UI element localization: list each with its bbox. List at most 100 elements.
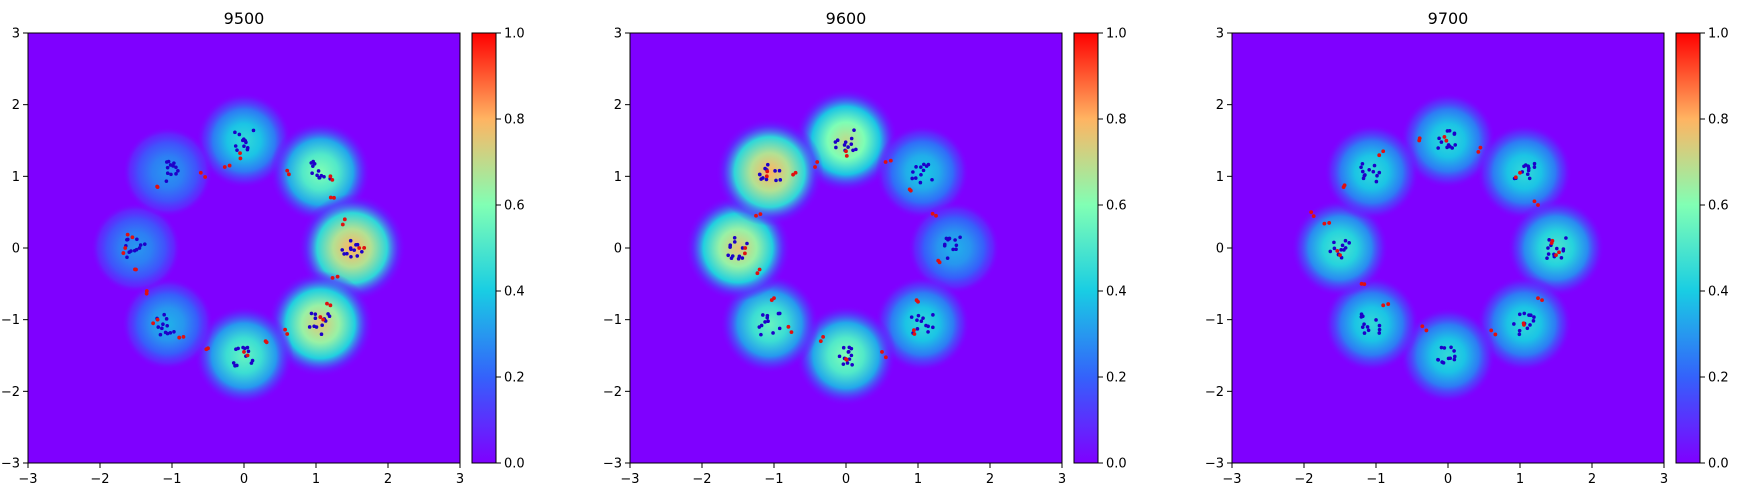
generated-point bbox=[342, 217, 347, 222]
generated-point bbox=[765, 169, 770, 174]
real-point bbox=[1546, 246, 1550, 250]
generated-point bbox=[177, 335, 182, 340]
real-point bbox=[1561, 247, 1566, 251]
real-point bbox=[174, 172, 178, 176]
generated-point bbox=[755, 271, 760, 276]
real-point bbox=[169, 172, 173, 177]
real-point bbox=[236, 346, 240, 351]
y-tick-label: 1 bbox=[12, 170, 20, 185]
generated-point bbox=[914, 298, 919, 303]
generated-point bbox=[130, 235, 135, 240]
real-point bbox=[745, 241, 749, 246]
x-tick-label: 0 bbox=[240, 472, 248, 487]
real-point bbox=[171, 164, 175, 168]
real-point bbox=[1445, 145, 1449, 150]
y-tick-label: 3 bbox=[1216, 27, 1224, 42]
real-point bbox=[243, 346, 247, 351]
real-point bbox=[317, 175, 322, 180]
real-point bbox=[1452, 357, 1457, 362]
generated-point bbox=[769, 298, 774, 302]
x-tick-label: −2 bbox=[692, 472, 711, 487]
real-point bbox=[1517, 328, 1522, 333]
generated-point bbox=[1540, 298, 1544, 303]
real-point bbox=[1447, 128, 1452, 133]
y-tick-label: −2 bbox=[1205, 385, 1224, 400]
real-point bbox=[846, 350, 851, 354]
real-point bbox=[164, 317, 169, 321]
y-tick-label: 2 bbox=[1216, 98, 1224, 113]
real-point bbox=[763, 320, 767, 324]
generated-point bbox=[758, 212, 763, 217]
x-tick-label: 1 bbox=[914, 472, 922, 487]
generated-point bbox=[328, 195, 333, 200]
real-point bbox=[164, 179, 169, 183]
real-point bbox=[759, 332, 763, 337]
generated-point bbox=[242, 350, 246, 354]
real-point bbox=[916, 313, 921, 318]
generated-point bbox=[936, 258, 941, 263]
colorbar-tick-label: 0.0 bbox=[1708, 457, 1729, 472]
generated-point bbox=[791, 172, 795, 177]
real-point bbox=[1377, 331, 1382, 335]
generated-point bbox=[1377, 153, 1382, 158]
real-point bbox=[926, 330, 930, 334]
real-point bbox=[1564, 236, 1568, 240]
real-point bbox=[156, 325, 161, 329]
x-tick-label: 1 bbox=[1516, 472, 1524, 487]
x-tick-label: 2 bbox=[1588, 472, 1596, 487]
real-point bbox=[921, 316, 925, 320]
generated-point bbox=[264, 340, 269, 345]
real-point bbox=[1446, 356, 1451, 361]
y-tick-label: −1 bbox=[1205, 313, 1224, 328]
generated-point bbox=[245, 353, 250, 358]
generated-point bbox=[1381, 149, 1386, 154]
real-point bbox=[841, 362, 846, 366]
generated-point bbox=[328, 174, 333, 179]
generated-point bbox=[880, 350, 884, 354]
real-point bbox=[127, 250, 132, 255]
x-tick-label: 3 bbox=[456, 472, 464, 487]
density-blob bbox=[267, 270, 374, 378]
real-point bbox=[947, 236, 951, 241]
generated-point bbox=[1518, 170, 1522, 175]
y-tick-label: −2 bbox=[603, 385, 622, 400]
real-point bbox=[310, 171, 314, 176]
real-point bbox=[135, 237, 139, 242]
generated-point bbox=[1549, 241, 1554, 246]
real-point bbox=[1359, 165, 1363, 170]
real-point bbox=[235, 148, 239, 152]
generated-point bbox=[1476, 149, 1481, 154]
real-point bbox=[1374, 318, 1378, 322]
colorbar-tick-label: 0.4 bbox=[1106, 285, 1127, 300]
real-point bbox=[249, 361, 254, 365]
generated-point bbox=[283, 327, 287, 332]
real-point bbox=[771, 331, 775, 335]
subplot-title: 9600 bbox=[826, 9, 867, 28]
generated-point bbox=[888, 158, 893, 163]
real-point bbox=[1531, 319, 1536, 323]
real-point bbox=[316, 169, 321, 173]
colorbar-tick-label: 1.0 bbox=[504, 27, 525, 42]
real-point bbox=[237, 132, 242, 137]
real-point bbox=[1362, 331, 1367, 335]
y-tick-label: 3 bbox=[12, 27, 20, 42]
density-blob bbox=[1400, 307, 1496, 404]
generated-point bbox=[125, 232, 130, 237]
x-tick-label: 2 bbox=[384, 472, 392, 487]
subplot-9500: 9500 −3 −2 −1 0 1 2 3 3 2 1 0 −1 −2 −3 1.0 0.8 0.6 0.4 0.2 0… bbox=[1, 9, 525, 487]
real-point bbox=[915, 327, 920, 331]
real-point bbox=[1436, 146, 1440, 150]
generated-point bbox=[1444, 138, 1449, 143]
generated-point bbox=[1309, 210, 1314, 215]
generated-point bbox=[328, 303, 333, 308]
generated-point bbox=[332, 195, 336, 200]
generated-point bbox=[844, 153, 849, 158]
generated-point bbox=[1532, 199, 1537, 204]
colorbar-tick-label: 0.8 bbox=[1708, 113, 1729, 128]
real-point bbox=[1439, 140, 1444, 144]
real-point bbox=[732, 236, 737, 240]
real-point bbox=[1532, 165, 1537, 169]
generated-point bbox=[357, 246, 362, 250]
real-point bbox=[1359, 312, 1364, 316]
real-point bbox=[774, 178, 778, 183]
